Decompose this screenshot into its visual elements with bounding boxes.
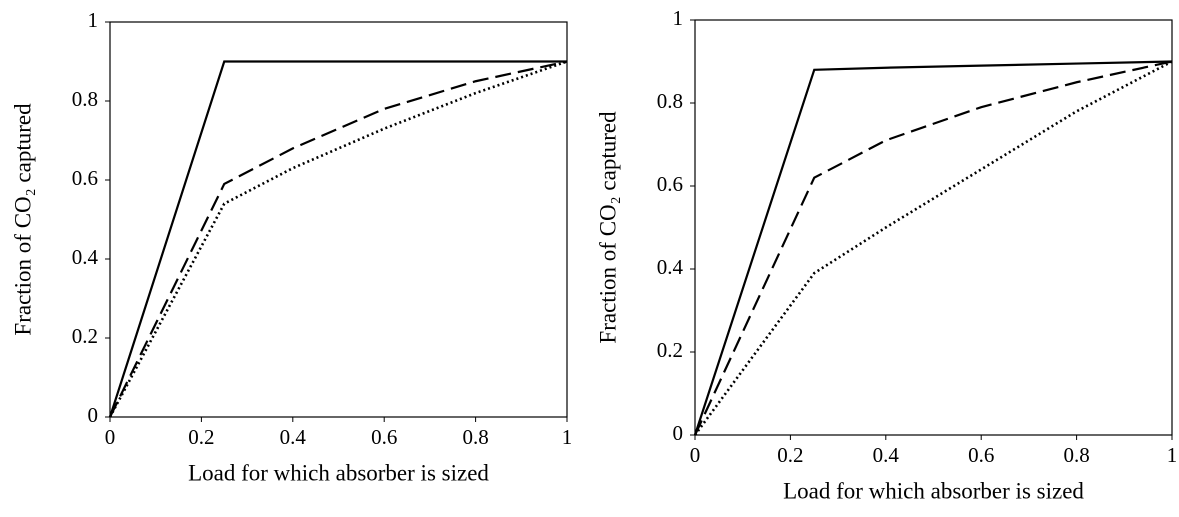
y-tick-label: 0.4: [72, 245, 99, 269]
x-tick-label: 0.2: [777, 443, 803, 467]
x-tick-label: 0.2: [188, 425, 214, 449]
x-tick-label: 0.8: [462, 425, 488, 449]
x-axis-label: Load for which absorber is sized: [188, 460, 489, 485]
series-line: [108, 60, 568, 418]
x-tick-label: 0.8: [1063, 443, 1089, 467]
x-tick-label: 0.4: [873, 443, 900, 467]
y-tick-label: 0: [673, 421, 684, 445]
y-tick-label: 0.2: [657, 338, 683, 362]
y-tick-label: 0.6: [657, 172, 683, 196]
y-tick-label: 0: [88, 403, 99, 427]
y-tick-label: 1: [673, 6, 684, 30]
y-tick-label: 0.8: [657, 89, 683, 113]
y-axis-label: Fraction of CO₂ captured: [595, 111, 620, 344]
y-tick-label: 0.6: [72, 166, 98, 190]
plot-frame: [694, 19, 1173, 436]
x-tick-label: 0: [105, 425, 116, 449]
series-line: [694, 60, 1173, 436]
x-tick-label: 1: [1167, 443, 1178, 467]
x-tick-label: 0.6: [371, 425, 397, 449]
x-tick-label: 0: [690, 443, 701, 467]
y-tick-label: 1: [88, 8, 99, 32]
series-line: [109, 60, 568, 418]
x-axis-label: Load for which absorber is sized: [783, 478, 1084, 503]
series-line: [108, 60, 567, 418]
y-tick-label: 0.2: [72, 324, 98, 348]
x-tick-label: 1: [562, 425, 573, 449]
series-line: [693, 60, 1173, 436]
series-line: [693, 60, 1173, 436]
x-tick-label: 0.4: [280, 425, 307, 449]
y-axis-label: Fraction of CO₂ captured: [10, 103, 35, 336]
plot-frame: [109, 21, 568, 418]
y-tick-label: 0.8: [72, 87, 98, 111]
y-tick-label: 0.4: [657, 255, 684, 279]
x-tick-label: 0.6: [968, 443, 994, 467]
